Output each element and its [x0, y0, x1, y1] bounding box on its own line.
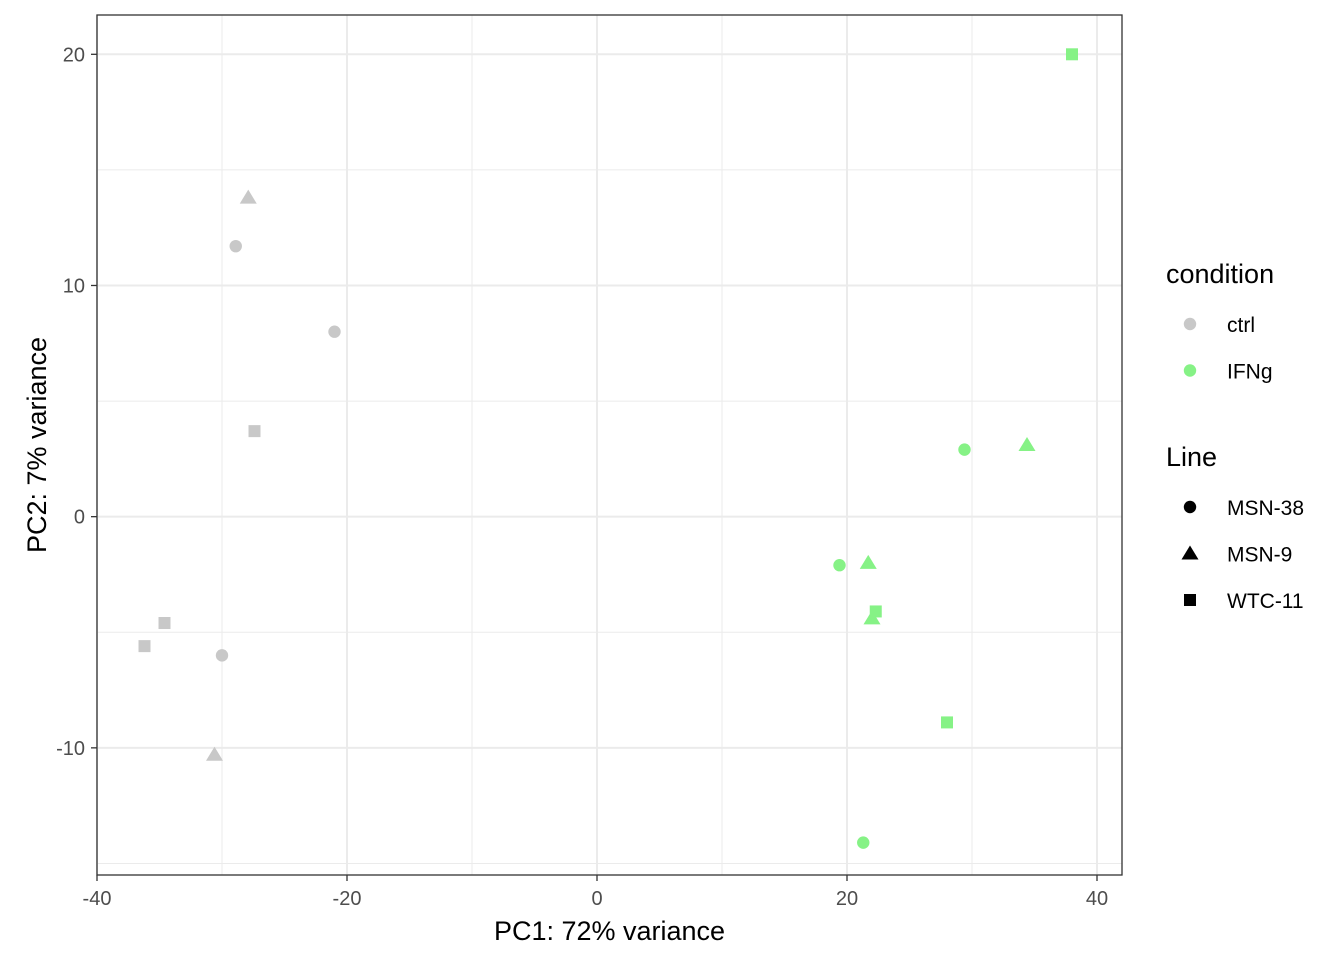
- panel-border: [96, 14, 1123, 876]
- data-point: [958, 443, 971, 456]
- legend-key: [1184, 594, 1196, 606]
- x-tick-label: 0: [591, 888, 602, 910]
- legend-label: IFNg: [1227, 361, 1273, 384]
- data-point: [239, 189, 257, 204]
- data-point: [833, 559, 846, 572]
- y-tick-label: 0: [74, 507, 85, 529]
- data-point: [158, 617, 171, 630]
- data-points: [138, 48, 1078, 849]
- data-point: [229, 239, 242, 253]
- x-tick-label: 20: [836, 888, 858, 910]
- major-gridlines: [96, 15, 1122, 875]
- legend-label: MSN-9: [1227, 544, 1292, 567]
- x-tick-label: -20: [333, 888, 362, 910]
- legend-key: [1181, 545, 1199, 560]
- data-point: [138, 640, 151, 653]
- data-point: [248, 425, 261, 438]
- minor-gridlines: [97, 15, 1122, 875]
- x-tick-label: 40: [1086, 888, 1108, 910]
- data-point: [215, 649, 229, 662]
- y-tick-label: 10: [63, 275, 85, 297]
- legend-key: [1183, 500, 1197, 514]
- x-axis-ticks: -40 -20 0 20 40: [83, 875, 1108, 910]
- data-point: [869, 605, 882, 618]
- legend-key: [1183, 317, 1197, 331]
- data-point: [857, 836, 870, 849]
- legend-label: MSN-38: [1227, 497, 1304, 520]
- x-axis-title: PC1: 72% variance: [494, 916, 725, 946]
- y-axis-title: PC2: 7% variance: [22, 337, 52, 553]
- legend-title: condition: [1166, 259, 1274, 289]
- data-point: [328, 325, 341, 338]
- data-point: [206, 746, 223, 761]
- x-tick-label: -40: [83, 888, 112, 910]
- y-tick-label: -10: [56, 738, 85, 760]
- legend-title: Line: [1166, 442, 1217, 472]
- y-tick-label: 20: [63, 44, 85, 66]
- legend-key: [1183, 364, 1197, 377]
- legend: condition ctrl IFNg Line MSN-38 MSN-9 WTC-11: [1166, 259, 1304, 613]
- data-point: [941, 716, 953, 729]
- data-point: [1066, 48, 1078, 61]
- y-axis-ticks: -10 0 10 20: [56, 44, 97, 760]
- legend-label: WTC-11: [1227, 590, 1304, 613]
- data-point: [859, 554, 877, 569]
- data-point: [1018, 437, 1036, 451]
- legend-label: ctrl: [1227, 314, 1255, 337]
